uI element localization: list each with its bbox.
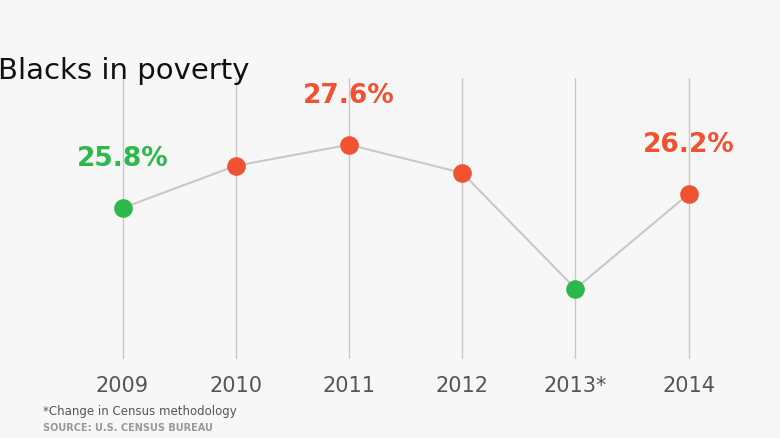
Text: 26.2%: 26.2% xyxy=(643,132,735,158)
Text: Blacks in poverty: Blacks in poverty xyxy=(0,57,250,85)
Point xyxy=(682,191,695,198)
Text: *Change in Census methodology: *Change in Census methodology xyxy=(43,404,236,417)
Point xyxy=(456,170,469,177)
Point xyxy=(569,286,582,293)
Point xyxy=(116,205,129,212)
Text: SOURCE: U.S. CENSUS BUREAU: SOURCE: U.S. CENSUS BUREAU xyxy=(43,422,213,432)
Point xyxy=(229,163,242,170)
Text: 25.8%: 25.8% xyxy=(76,146,168,172)
Text: 27.6%: 27.6% xyxy=(303,83,395,109)
Point xyxy=(342,142,355,149)
